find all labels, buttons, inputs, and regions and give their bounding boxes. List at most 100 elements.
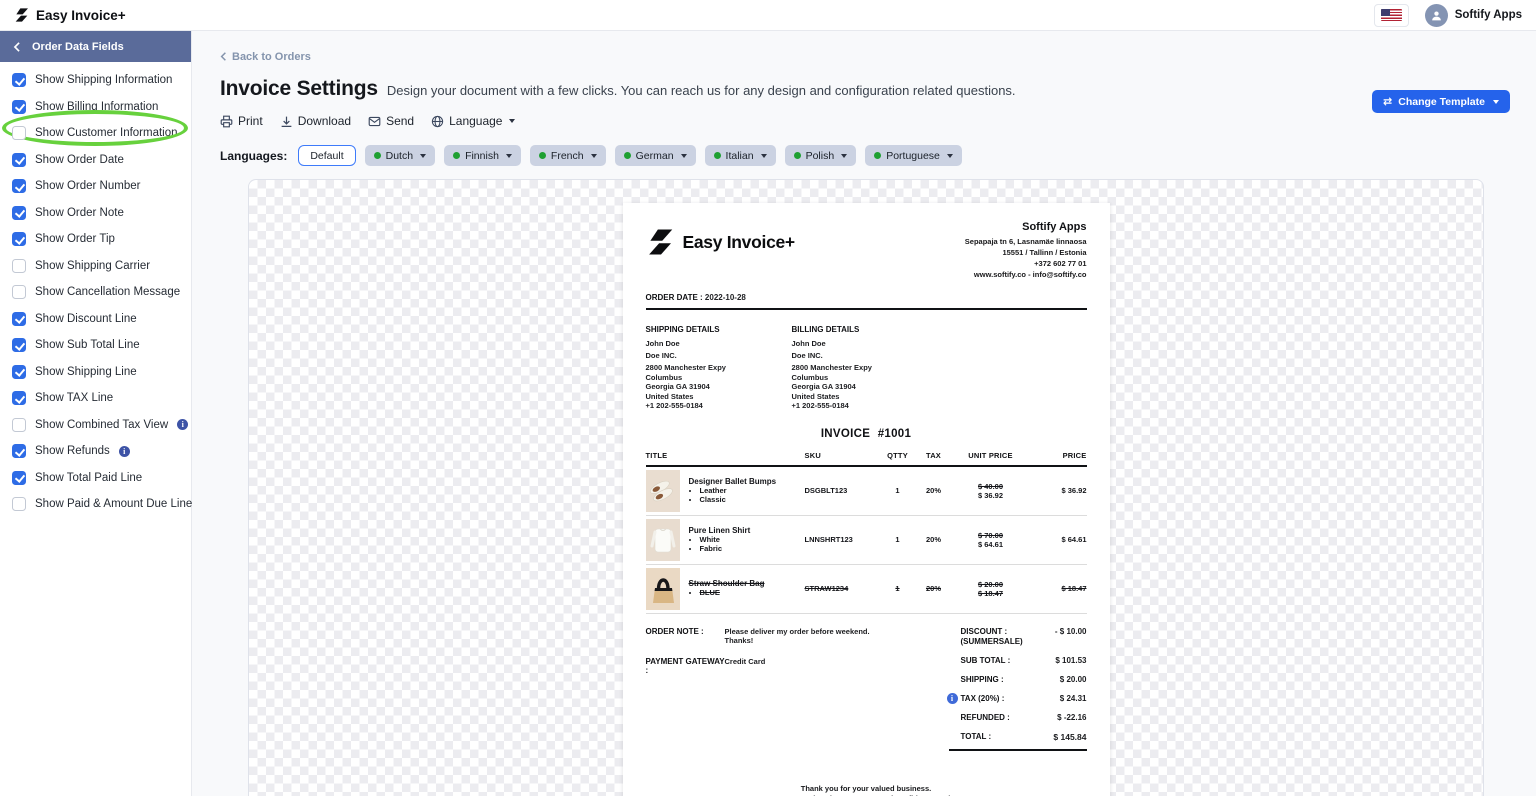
checkbox[interactable] [12, 179, 26, 193]
app-logo-icon [15, 8, 28, 22]
swap-arrows-icon: ⇄ [1383, 95, 1393, 108]
language-chip-label: Portuguese [886, 149, 940, 162]
checkbox[interactable] [12, 444, 26, 458]
chevron-down-icon [680, 153, 687, 158]
info-icon[interactable] [118, 445, 130, 457]
checkbox[interactable] [12, 417, 26, 432]
globe-icon [431, 115, 444, 127]
language-chip-portuguese[interactable]: Portuguese [865, 145, 962, 166]
field-label: Show Refunds [35, 445, 110, 457]
total-value: $ 24.31 [1059, 693, 1087, 703]
billing-details-title: BILLING DETAILS [791, 325, 860, 334]
language-menu-button[interactable]: Language [431, 114, 516, 128]
subtotal-row: SUB TOTAL : $ 101.53 [949, 656, 1087, 666]
address-line: United States [645, 391, 694, 401]
field-label: Show Billing Information [35, 100, 159, 113]
line-items-table: TITLE SKU QTTY TAX UNIT PRICE PRICE Desi… [645, 450, 1087, 614]
language-chip-italian[interactable]: Italian [704, 145, 776, 166]
send-label: Send [386, 114, 415, 128]
checkbox[interactable] [12, 391, 26, 405]
field-show-combined-tax-view: Show Combined Tax View [12, 417, 189, 433]
envelope-icon [368, 116, 381, 126]
product-title: Straw Shoulder Bag [688, 579, 765, 589]
language-chip-label: German [635, 149, 674, 162]
change-template-button[interactable]: ⇄ Change Template [1372, 90, 1510, 113]
language-chip-default[interactable]: Default [298, 145, 356, 166]
field-show-order-note: Show Order Note [12, 205, 179, 221]
language-chip-finnish[interactable]: Finnish [444, 145, 521, 166]
field-label: Show TAX Line [35, 392, 114, 404]
total-label: SUB TOTAL : [960, 655, 1011, 665]
checkbox[interactable] [12, 152, 26, 167]
line-price: $ 64.61 [1061, 535, 1087, 544]
column-header-unit-price: UNIT PRICE [968, 450, 1013, 460]
language-chip-dutch[interactable]: Dutch [364, 145, 436, 166]
totals-block: DISCOUNT : (SUMMERSALE) - $ 10.00 SUB TO… [946, 626, 1087, 760]
order-note-text: Please deliver my order before weekend. [724, 626, 870, 636]
field-label: Show Paid & Amount Due Line [35, 498, 193, 510]
line-price: $ 36.92 [1061, 486, 1087, 495]
checkbox[interactable] [12, 205, 26, 220]
locale-flag-button[interactable] [1373, 3, 1409, 27]
product-qty: 1 [895, 535, 900, 544]
order-note-label: ORDER NOTE : [645, 626, 704, 636]
product-title: Designer Ballet Bumps [688, 477, 777, 486]
sidebar-back-header[interactable]: Order Data Fields [0, 31, 191, 62]
field-label: Show Order Note [35, 206, 124, 219]
field-show-order-tip: Show Order Tip [12, 231, 179, 247]
info-icon[interactable] [177, 419, 189, 430]
back-to-orders-link[interactable]: Back to Orders [220, 51, 311, 63]
status-dot-icon [623, 152, 631, 159]
download-button[interactable]: Download [280, 114, 351, 128]
column-header-tax: TAX [925, 450, 942, 460]
address-line: United States [791, 391, 840, 401]
language-chip-label: Finnish [465, 149, 499, 162]
payment-gateway-label: PAYMENT GATEWAY : [645, 656, 725, 675]
field-label: Show Order Date [35, 153, 124, 166]
product-option: Leather [700, 486, 777, 496]
checkbox[interactable] [12, 338, 26, 352]
status-dot-icon [793, 152, 801, 159]
checkbox[interactable] [12, 258, 26, 273]
language-chip-german[interactable]: German [614, 145, 696, 166]
field-show-shipping-carrier: Show Shipping Carrier [12, 258, 179, 274]
field-label: Show Order Number [35, 180, 141, 192]
avatar-icon [1424, 3, 1448, 27]
checkbox[interactable] [12, 232, 26, 246]
total-value: - $ 10.00 [1054, 626, 1087, 636]
company-info: Softify Apps Sepapaja tn 6, Lasnamäe lin… [965, 221, 1087, 280]
table-row: Designer Ballet Bumps Leather Classic DS… [645, 467, 1087, 516]
language-chip-french[interactable]: French [529, 145, 606, 166]
print-button[interactable]: Print [220, 114, 263, 128]
total-label: DISCOUNT : [960, 626, 1008, 636]
status-dot-icon [538, 152, 546, 159]
checkbox[interactable] [12, 99, 26, 114]
thank-you-message: Thank you for your valued business. We g… [646, 784, 1087, 796]
account-menu[interactable]: Softify Apps [1424, 3, 1522, 27]
printer-icon [220, 115, 233, 127]
product-tax: 20% [925, 486, 941, 495]
checkbox[interactable] [12, 470, 26, 485]
unit-price-new: $ 64.61 [977, 539, 1004, 549]
topbar: Easy Invoice+ Softify Apps [0, 0, 1536, 31]
checkbox[interactable] [12, 73, 26, 87]
order-date-label: ORDER DATE : [645, 293, 703, 302]
product-image-straw-bag [645, 567, 680, 610]
checkbox[interactable] [12, 364, 26, 379]
status-dot-icon [453, 152, 461, 159]
shipping-row: SHIPPING : $ 20.00 [949, 675, 1087, 685]
page-subtitle: Design your document with a few clicks. … [386, 83, 1016, 98]
field-show-total-paid-line: Show Total Paid Line [12, 470, 179, 486]
table-header-row: TITLE SKU QTTY TAX UNIT PRICE PRICE [645, 450, 1087, 467]
checkbox[interactable] [12, 126, 26, 140]
checkbox[interactable] [12, 311, 26, 326]
company-address-line: Sepapaja tn 6, Lasnamäe linnaosa [964, 237, 1087, 246]
address-line: +1 202-555-0184 [791, 401, 849, 410]
app-brand-name: Easy Invoice+ [36, 7, 126, 23]
status-dot-icon [373, 152, 381, 159]
language-chip-polish[interactable]: Polish [784, 145, 857, 166]
send-button[interactable]: Send [368, 114, 414, 128]
checkbox[interactable] [12, 497, 26, 511]
checkbox[interactable] [12, 285, 26, 299]
language-chip-label: Italian [725, 149, 754, 162]
